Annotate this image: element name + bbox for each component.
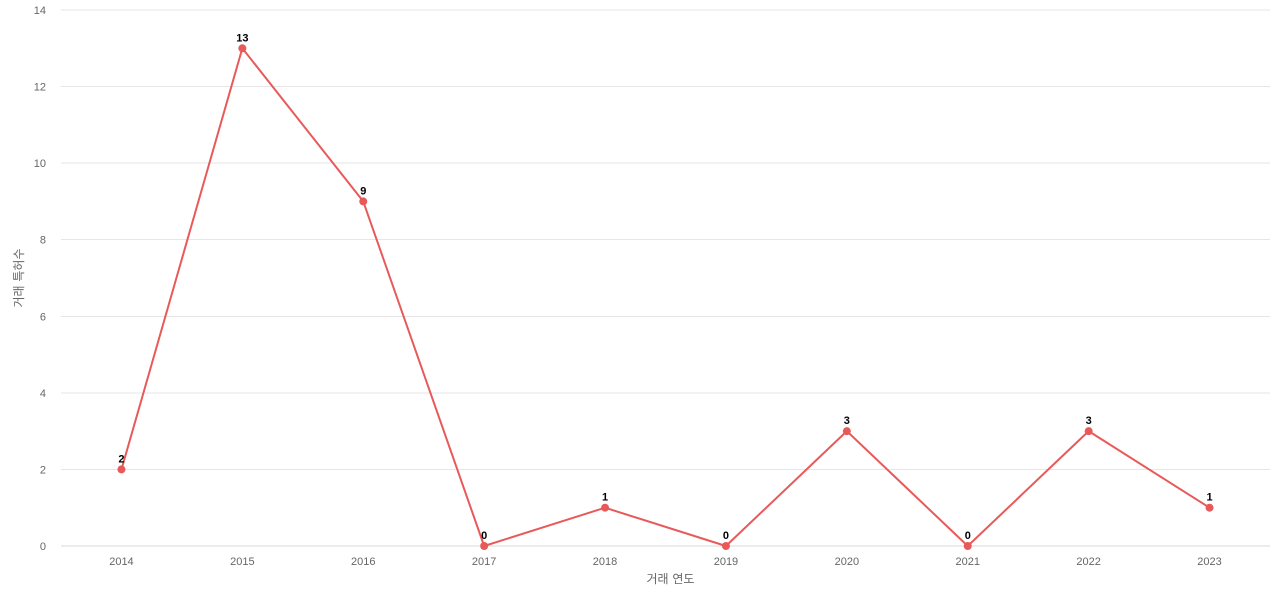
grid [61, 9, 1270, 470]
x-tick-label: 2022 [1076, 556, 1100, 568]
x-tick-label: 2016 [351, 556, 375, 568]
data-label: 2 [118, 453, 124, 465]
y-tick-label: 4 [40, 388, 46, 400]
data-label: 0 [481, 530, 487, 542]
data-label: 3 [844, 415, 850, 427]
x-tick-label: 2019 [714, 556, 738, 568]
y-tick-label: 6 [40, 311, 46, 323]
data-point [601, 503, 610, 512]
data-label: 9 [360, 185, 366, 197]
y-tick-label: 0 [40, 541, 46, 553]
data-label: 0 [723, 530, 729, 542]
y-tick-label: 2 [40, 464, 46, 476]
data-point [117, 465, 126, 474]
x-tick-labels: 2014 2015 2016 2017 2018 2019 2020 2021 2022 2023 [109, 556, 1222, 568]
x-tick-label: 2015 [230, 556, 254, 568]
data-point [1205, 503, 1214, 512]
y-tick-label: 12 [34, 82, 46, 94]
series-line [120, 47, 1211, 547]
data-label: 1 [1206, 492, 1212, 504]
x-tick-label: 2014 [109, 556, 133, 568]
x-tick-label: 2020 [835, 556, 859, 568]
data-point [1084, 427, 1093, 436]
data-label: 3 [1086, 415, 1092, 427]
series [120, 47, 1211, 547]
data-point [238, 44, 247, 53]
data-labels: 2 13 9 0 1 0 3 0 3 1 [118, 32, 1212, 542]
data-point [359, 197, 368, 206]
x-tick-label: 2023 [1197, 556, 1221, 568]
x-tick-label: 2017 [472, 556, 496, 568]
y-tick-label: 14 [34, 5, 46, 17]
y-axis-title: 거래 특허수 [12, 248, 26, 307]
x-tick-label: 2021 [956, 556, 980, 568]
x-tick-label: 2018 [593, 556, 617, 568]
data-label: 13 [236, 32, 248, 44]
data-label: 1 [602, 492, 608, 504]
y-tick-label: 10 [34, 158, 46, 170]
data-point [842, 427, 851, 436]
data-point [963, 542, 972, 550]
data-points [117, 44, 1214, 550]
y-tick-label: 8 [40, 235, 46, 247]
x-axis-title: 거래 연도 [647, 572, 695, 586]
y-tick-labels: 0 2 4 6 8 10 12 14 [34, 5, 46, 553]
data-label: 0 [965, 530, 971, 542]
data-point [721, 542, 730, 550]
data-point [480, 542, 489, 550]
